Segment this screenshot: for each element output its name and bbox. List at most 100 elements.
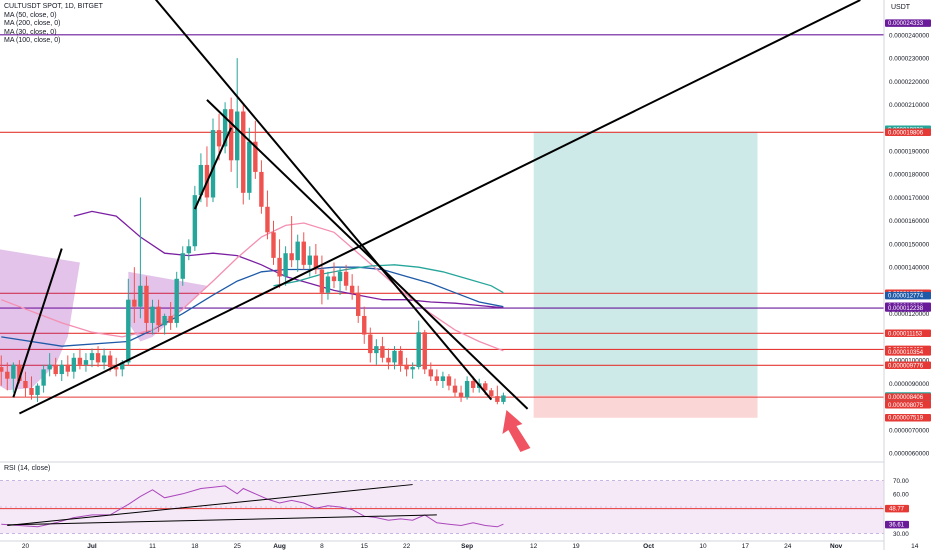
price-tag-label: 0.000007519 xyxy=(888,416,924,422)
candle-body xyxy=(452,385,458,393)
candle-body xyxy=(17,364,22,382)
rsi-tag xyxy=(885,504,909,513)
candle-body xyxy=(319,269,325,293)
time-tick-label: Jul xyxy=(87,543,97,550)
candle-body xyxy=(89,353,95,361)
candle-body xyxy=(349,285,355,293)
price-tag xyxy=(885,361,931,370)
candle xyxy=(114,357,119,377)
candle xyxy=(356,285,361,323)
candle-body xyxy=(331,276,337,282)
price-tick-label: 0.0000060000 xyxy=(889,451,930,458)
candle-body xyxy=(59,364,64,375)
candle xyxy=(392,346,397,370)
candle-body xyxy=(434,376,440,382)
candle-body xyxy=(295,241,300,261)
candle xyxy=(313,243,319,275)
candle xyxy=(138,197,143,319)
price-tag-label: 0.000008406 xyxy=(888,395,924,401)
candle xyxy=(301,232,306,270)
candle xyxy=(277,239,282,289)
candle-body xyxy=(126,299,131,363)
symbol-title: CULTUSDT SPOT, 1D, BITGET xyxy=(4,3,103,10)
price-tick-label: 0.0000150000 xyxy=(889,241,930,248)
candle-body xyxy=(228,109,234,161)
ma-legend-100: MA (100, close, 0) xyxy=(4,37,61,44)
cup-pattern-1 xyxy=(0,249,80,391)
time-tick-label: Aug xyxy=(273,543,286,550)
candle xyxy=(23,371,28,398)
candle xyxy=(271,220,276,265)
moving-average-line xyxy=(273,264,504,294)
time-tick-label: 25 xyxy=(234,543,242,550)
candle xyxy=(362,306,367,344)
candle-body xyxy=(222,109,228,147)
price-tick-label: 0.0000120000 xyxy=(889,311,930,318)
candle-body xyxy=(5,371,10,379)
candle xyxy=(174,271,179,328)
rsi-tag-label: 36.61 xyxy=(889,523,905,529)
price-tag-label: 0.000010354 xyxy=(888,350,924,356)
candle xyxy=(289,216,294,268)
stop-zone xyxy=(533,395,758,418)
candle xyxy=(41,364,46,393)
candle-body xyxy=(458,392,464,398)
candle-body xyxy=(114,367,119,370)
candle-body xyxy=(410,367,415,370)
candle-body xyxy=(65,364,70,372)
candle xyxy=(156,299,161,333)
price-tag xyxy=(885,291,931,300)
candle xyxy=(422,329,427,375)
candle-body xyxy=(150,306,155,323)
price-tick-label: 0.0000230000 xyxy=(889,56,930,63)
candle-body xyxy=(356,292,361,316)
rsi-trendline xyxy=(7,514,437,526)
candle-body xyxy=(156,306,161,326)
candle-body xyxy=(362,315,367,335)
candle-body xyxy=(422,332,427,370)
short-rise-1-line xyxy=(12,248,63,398)
candle xyxy=(235,58,240,189)
candle-body xyxy=(253,141,258,172)
candle-body xyxy=(192,195,198,247)
ma-legend-50: MA (50, close, 0) xyxy=(4,11,57,19)
time-tick-label: 12 xyxy=(530,543,538,550)
candle xyxy=(162,313,167,335)
candle xyxy=(101,348,107,370)
candle xyxy=(192,185,198,251)
candle xyxy=(416,320,421,370)
time-axis[interactable]: 20 Jul 11 18 25 Aug 8 15 22 Sep 12 19 Oct 10 17 24 Nov 14 xyxy=(22,543,919,550)
candle-body xyxy=(489,390,494,397)
candle xyxy=(0,355,4,386)
candle-body xyxy=(35,385,40,395)
candle-body xyxy=(464,381,470,398)
candle xyxy=(59,360,64,382)
candle-body xyxy=(313,255,319,270)
candle-body xyxy=(71,357,77,372)
candle-body xyxy=(380,346,385,358)
candle-body xyxy=(398,350,403,365)
candle-body xyxy=(416,332,421,368)
descending-resistance-2-line xyxy=(206,99,529,410)
candle-body xyxy=(144,285,149,323)
candle xyxy=(434,369,440,386)
chart-legend: CULTUSDT SPOT, 1D, BITGET MA (50, close,… xyxy=(4,3,103,46)
candle xyxy=(228,97,234,172)
candle-body xyxy=(168,315,173,323)
ma-legend-30: MA (30, close, 0) xyxy=(4,28,57,36)
price-tick-label: 0.0000140000 xyxy=(889,265,930,272)
candle xyxy=(65,355,70,377)
candle-body xyxy=(404,364,409,370)
candle-body xyxy=(440,376,446,382)
candle xyxy=(410,362,415,379)
candle xyxy=(83,353,89,372)
target-zone xyxy=(533,131,758,396)
candle-body xyxy=(186,246,191,254)
candle-body xyxy=(241,111,246,193)
price-tag-label: 0.000011153 xyxy=(888,331,923,337)
candle xyxy=(428,362,433,382)
price-tag-label: 0.000012774 xyxy=(888,294,924,300)
candle-body xyxy=(95,353,101,363)
